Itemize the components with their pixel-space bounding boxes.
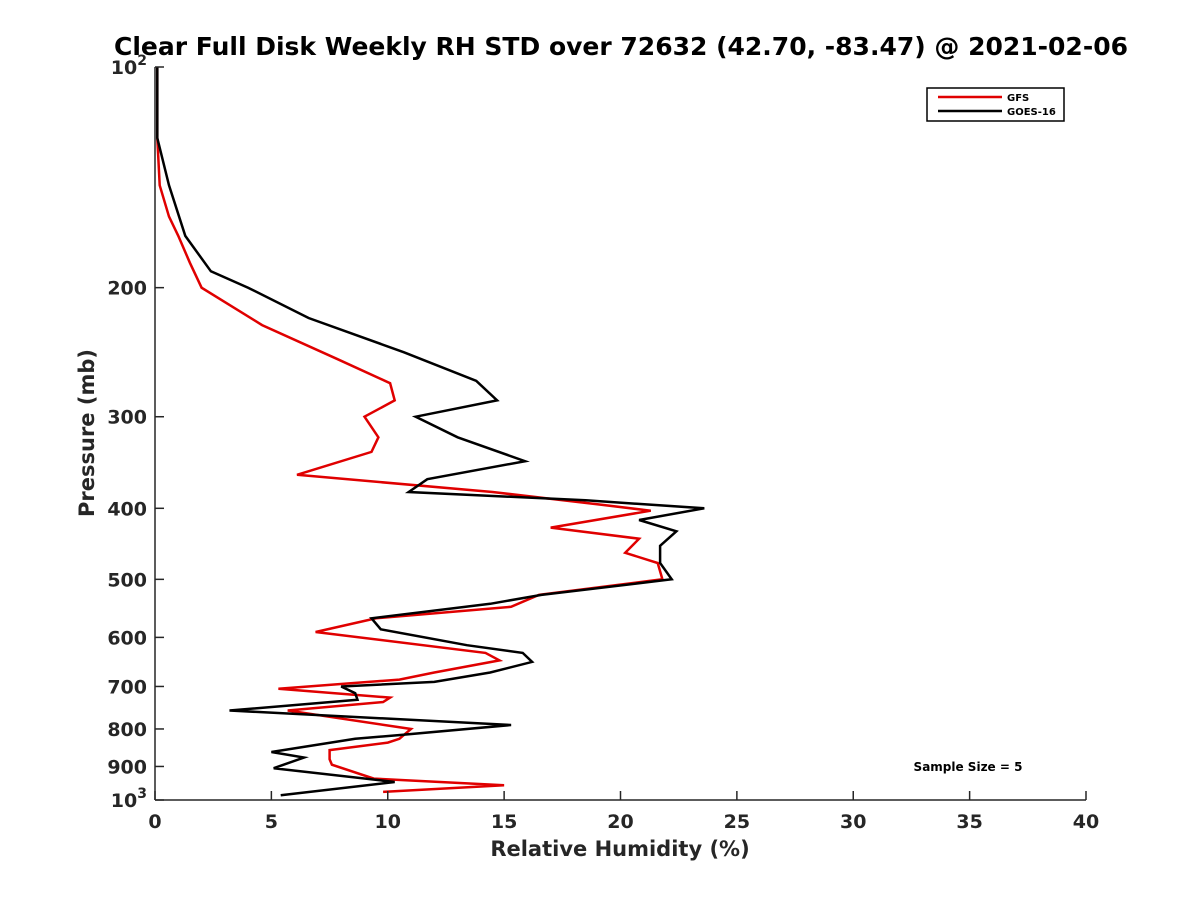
y-tick-base: 800 bbox=[107, 719, 147, 741]
y-tick-label: 400 bbox=[107, 498, 147, 520]
plot-area bbox=[156, 67, 705, 797]
legend-box bbox=[926, 87, 1065, 122]
x-tick-label: 25 bbox=[724, 811, 750, 833]
y-tick-base: 900 bbox=[107, 756, 147, 778]
x-tick-label: 10 bbox=[375, 811, 401, 833]
x-tick-label: 20 bbox=[607, 811, 633, 833]
x-tick-label: 5 bbox=[265, 811, 278, 833]
y-tick-base: 300 bbox=[107, 407, 147, 429]
y-tick-base: 700 bbox=[107, 676, 147, 698]
y-tick-exponent: 3 bbox=[137, 786, 147, 802]
y-tick-base: 600 bbox=[107, 627, 147, 649]
y-tick-label: 300 bbox=[107, 407, 147, 429]
legend: GFS GOES-16 bbox=[926, 87, 1065, 122]
y-tick-label: 102 bbox=[111, 53, 147, 79]
x-axis-label: Relative Humidity (%) bbox=[490, 837, 749, 861]
sample-size-annotation: Sample Size = 5 bbox=[914, 760, 1023, 774]
y-tick-label: 900 bbox=[107, 756, 147, 778]
y-tick-label: 800 bbox=[107, 719, 147, 741]
y-tick-label: 500 bbox=[107, 569, 147, 591]
x-tick-label: 30 bbox=[840, 811, 866, 833]
y-tick-label: 200 bbox=[107, 278, 147, 300]
y-tick-label: 700 bbox=[107, 676, 147, 698]
x-ticks: 0 5 10 15 20 25 30 35 40 bbox=[148, 791, 1099, 833]
chart-title: Clear Full Disk Weekly RH STD over 72632… bbox=[114, 32, 1128, 61]
series-line-gfs bbox=[156, 67, 665, 794]
y-tick-base: 500 bbox=[107, 569, 147, 591]
series-line-goes-16 bbox=[156, 67, 705, 797]
x-tick-label: 40 bbox=[1073, 811, 1099, 833]
y-tick-base: 400 bbox=[107, 498, 147, 520]
y-tick-base: 10 bbox=[111, 790, 137, 812]
y-tick-base: 200 bbox=[107, 278, 147, 300]
legend-label-goes-16: GOES-16 bbox=[1007, 107, 1056, 118]
x-tick-label: 0 bbox=[148, 811, 161, 833]
y-tick-base: 10 bbox=[111, 57, 137, 79]
y-axis-label: Pressure (mb) bbox=[75, 349, 99, 517]
y-tick-label: 103 bbox=[111, 786, 147, 812]
y-tick-label: 600 bbox=[107, 627, 147, 649]
y-tick-exponent: 2 bbox=[137, 53, 147, 69]
legend-label-gfs: GFS bbox=[1007, 93, 1029, 104]
x-tick-label: 15 bbox=[491, 811, 517, 833]
x-tick-label: 35 bbox=[956, 811, 982, 833]
